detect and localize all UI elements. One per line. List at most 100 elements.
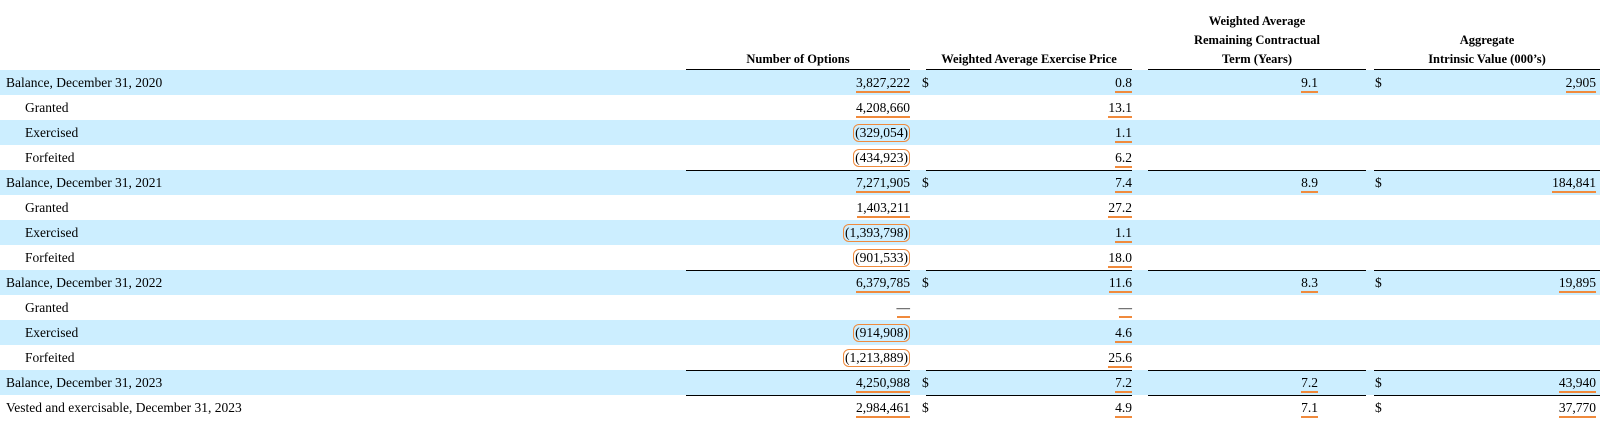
- price-value: —: [926, 295, 1132, 320]
- price-value: 6.2: [926, 145, 1132, 170]
- price-text: 4.9: [1115, 400, 1132, 418]
- intrinsic-text: 19,895: [1558, 275, 1596, 293]
- row-rule: [1148, 370, 1366, 371]
- price-value: 7.2: [926, 370, 1132, 395]
- term-value: 7.1: [1148, 395, 1318, 420]
- row-label: Vested and exercisable, December 31, 202…: [6, 400, 242, 415]
- options-text: 6,379,785: [856, 275, 910, 293]
- intrinsic-text: 184,841: [1552, 175, 1596, 193]
- price-text: 13.1: [1108, 100, 1132, 118]
- price-value: 4.6: [926, 320, 1132, 345]
- row-rule: [686, 270, 910, 271]
- row-label: Balance, December 31, 2021: [6, 175, 163, 190]
- price-value: 7.4: [926, 170, 1132, 195]
- row-label: Balance, December 31, 2022: [6, 275, 163, 290]
- price-value: 13.1: [926, 95, 1132, 120]
- options-value: (434,923): [686, 145, 910, 170]
- header-underline: [926, 69, 1132, 70]
- options-value: —: [686, 295, 910, 320]
- row-rule: [1374, 370, 1600, 371]
- options-text: 3,827,222: [856, 75, 910, 93]
- currency-symbol: $: [922, 400, 929, 415]
- price-text: 7.4: [1115, 175, 1132, 193]
- row-rule: [686, 370, 910, 371]
- row-rule: [1374, 270, 1600, 271]
- price-value: 27.2: [926, 195, 1132, 220]
- term-value: 8.9: [1148, 170, 1318, 195]
- row-label: Exercised: [25, 225, 79, 240]
- intrinsic-value: 43,940: [1374, 370, 1596, 395]
- row-rule: [926, 370, 1132, 371]
- table-row: Balance, December 31, 2023 4,250,988 7.2 7.…: [0, 370, 1600, 395]
- intrinsic-value: 37,770: [1374, 395, 1596, 420]
- options-text: (901,533): [853, 249, 910, 267]
- term-text: 8.9: [1301, 175, 1318, 193]
- options-value: (1,393,798): [686, 220, 910, 245]
- table-row: Forfeited (901,533) 18.0: [0, 245, 1600, 270]
- price-text: —: [1118, 300, 1132, 318]
- price-text: 25.6: [1108, 350, 1132, 368]
- currency-symbol: $: [922, 375, 929, 390]
- header-number-of-options: Number of Options: [746, 52, 850, 66]
- table-row: Exercised (914,908) 4.6: [0, 320, 1600, 345]
- price-text: 11.6: [1108, 275, 1132, 293]
- currency-symbol: $: [1375, 75, 1382, 90]
- row-rule: [1148, 395, 1366, 396]
- row-label: Exercised: [25, 325, 79, 340]
- options-text: (914,908): [853, 324, 910, 342]
- options-text: —: [896, 300, 910, 318]
- currency-symbol: $: [1375, 175, 1382, 190]
- price-value: 11.6: [926, 270, 1132, 295]
- price-value: 1.1: [926, 120, 1132, 145]
- row-label: Exercised: [25, 125, 79, 140]
- options-value: (329,054): [686, 120, 910, 145]
- table-row: Forfeited (1,213,889) 25.6: [0, 345, 1600, 370]
- table-row: Granted — —: [0, 295, 1600, 320]
- term-value: 9.1: [1148, 70, 1318, 95]
- term-text: 7.2: [1301, 375, 1318, 393]
- table-row: Exercised (1,393,798) 1.1: [0, 220, 1600, 245]
- row-rule: [686, 170, 910, 171]
- currency-symbol: $: [1375, 400, 1382, 415]
- price-text: 0.8: [1115, 75, 1132, 93]
- row-label: Forfeited: [25, 350, 75, 365]
- options-value: 3,827,222: [686, 70, 910, 95]
- row-rule: [1374, 395, 1600, 396]
- options-value: (1,213,889): [686, 345, 910, 370]
- options-text: (329,054): [853, 124, 910, 142]
- row-label: Balance, December 31, 2020: [6, 75, 163, 90]
- price-text: 4.6: [1115, 325, 1132, 343]
- header-underline: [1148, 69, 1366, 70]
- row-label: Forfeited: [25, 250, 75, 265]
- table-row: Balance, December 31, 2022 6,379,785 11.6 8…: [0, 270, 1600, 295]
- row-label: Granted: [25, 100, 69, 115]
- header-underline: [1374, 69, 1600, 70]
- table-row: Vested and exercisable, December 31, 202…: [0, 395, 1600, 420]
- header-weighted-average-exercise-price: Weighted Average Exercise Price: [941, 52, 1117, 66]
- row-rule: [1148, 270, 1366, 271]
- options-value: 2,984,461: [686, 395, 910, 420]
- price-text: 27.2: [1108, 200, 1132, 218]
- options-value: (901,533): [686, 245, 910, 270]
- price-text: 6.2: [1115, 150, 1132, 168]
- term-text: 9.1: [1301, 75, 1318, 93]
- price-value: 25.6: [926, 345, 1132, 370]
- term-text: 8.3: [1301, 275, 1318, 293]
- row-label: Granted: [25, 200, 69, 215]
- options-text: 1,403,211: [856, 200, 910, 218]
- row-label: Balance, December 31, 2023: [6, 375, 163, 390]
- table-row: Exercised (329,054) 1.1: [0, 120, 1600, 145]
- row-rule: [1148, 170, 1366, 171]
- options-text: 7,271,905: [856, 175, 910, 193]
- options-value: (914,908): [686, 320, 910, 345]
- header-aggregate-intrinsic-value: Aggregate Intrinsic Value (000’s): [1428, 33, 1546, 66]
- options-text: (434,923): [853, 149, 910, 167]
- intrinsic-value: 184,841: [1374, 170, 1596, 195]
- row-label: Granted: [25, 300, 69, 315]
- options-value: 4,208,660: [686, 95, 910, 120]
- table-row: Granted 4,208,660 13.1: [0, 95, 1600, 120]
- header-remaining-term: Weighted Average Remaining Contractual T…: [1193, 14, 1321, 66]
- options-value: 4,250,988: [686, 370, 910, 395]
- term-text: 7.1: [1301, 400, 1318, 418]
- row-rule: [686, 395, 910, 396]
